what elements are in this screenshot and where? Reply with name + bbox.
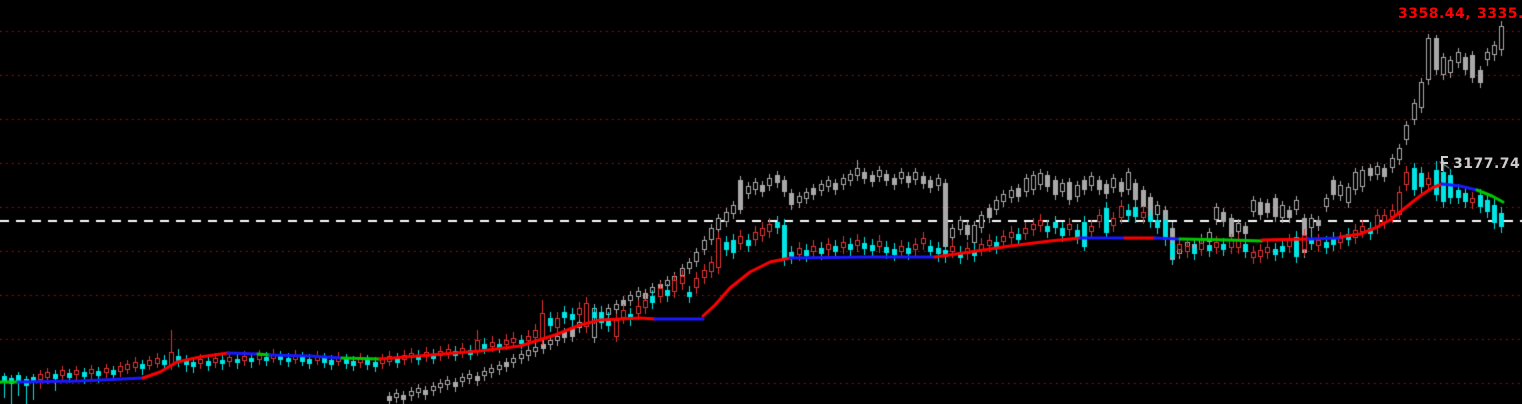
high-price-pointer-icon (1437, 155, 1449, 173)
